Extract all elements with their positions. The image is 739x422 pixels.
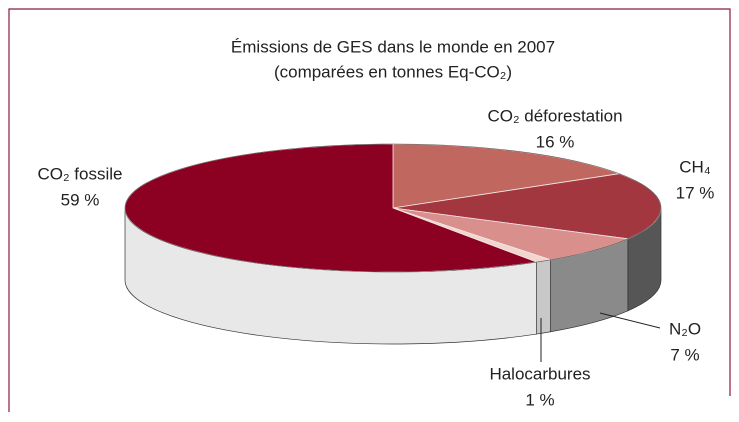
slice-label: Halocarbures (489, 364, 590, 383)
value-label: 16 % (536, 132, 575, 151)
value-label: 17 % (676, 183, 715, 202)
frame (8, 8, 731, 412)
pie-outline (124, 143, 662, 273)
value-label: 59 % (61, 190, 100, 209)
chart-subtitle: (comparées en tonnes Eq-CO₂) (274, 62, 512, 81)
slice-side (536, 259, 551, 335)
slice-label: N₂O (669, 319, 701, 338)
slice-label: CH₄ (679, 157, 711, 176)
slice-label: CO₂ déforestation (487, 106, 622, 125)
slice-label: CO₂ fossile (37, 164, 122, 183)
value-label: 1 % (525, 390, 554, 409)
value-label: 7 % (670, 345, 699, 364)
chart-title: Émissions de GES dans le monde en 2007 (231, 37, 555, 56)
leader-line (599, 312, 661, 329)
